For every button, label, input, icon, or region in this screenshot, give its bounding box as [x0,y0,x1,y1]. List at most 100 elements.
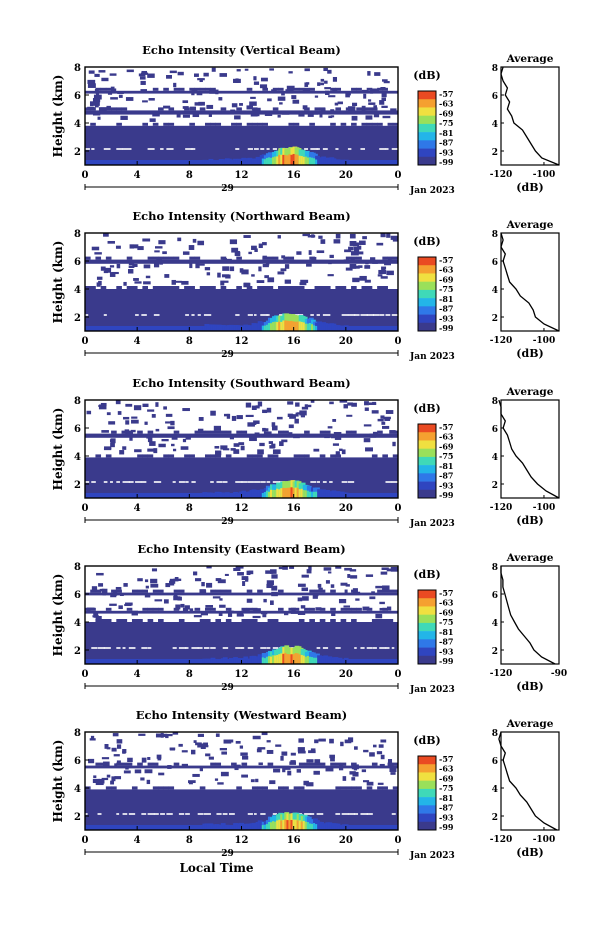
echo-cell [191,89,198,93]
echo-cell [112,733,119,737]
echo-cell [145,585,149,589]
colorbar-tick-label: -99 [439,323,454,333]
y-axis-title: Height (km) [51,408,65,491]
echo-gap [391,813,396,815]
colorbar-swatch [418,481,436,491]
echo-cell [177,596,181,601]
echo-cell [257,786,263,790]
echo-cell [131,419,139,424]
echo-cell [366,122,373,126]
x-tick-label: 8 [186,336,193,347]
echo-cell [350,259,355,263]
echo-cell [368,99,372,102]
echo-cell [246,87,253,91]
echo-cell [316,250,325,254]
echo-cell [352,102,358,107]
colorbar-tick-label: -69 [439,274,454,284]
echo-cell [101,777,109,781]
echo-gap [103,148,111,150]
echo-cell [351,286,357,289]
panel-title: Echo Intensity (Eastward Beam) [137,542,345,556]
average-title: Average [506,386,554,398]
echo-cell [276,416,283,420]
echo-cell [217,272,221,278]
colorbar-unit: (dB) [413,69,440,82]
echo-cell [380,571,388,575]
echo-cell [377,122,383,126]
echo-cell [329,254,334,259]
echo-cell [386,606,392,611]
echo-cell [118,605,123,610]
echo-gap [241,647,245,649]
echo-cell [386,233,391,238]
echo-cell [382,79,388,82]
echo-cell [226,258,232,262]
echo-cell [279,441,284,447]
echo-cell [335,454,342,458]
echo-cell [319,430,326,434]
colorbar-tick-label: -99 [439,490,454,500]
echo-cell [150,583,159,588]
echo-cell [161,439,169,442]
echo-cell [168,286,175,289]
echo-gap [122,647,126,649]
echo-cell [241,576,249,581]
echo-gap [128,481,134,483]
echo-cell [189,106,197,111]
echo-cell [315,607,322,611]
echo-cell [274,434,281,438]
echo-cell [225,430,232,434]
echo-gap [247,813,253,815]
echo-cell [373,105,377,110]
echo-cell [182,438,187,443]
echo-cell [233,567,241,572]
echo-cell [317,82,321,86]
echo-cell [323,67,328,72]
colorbar-swatch [418,107,436,116]
echo-cell [283,256,289,260]
average-y-tick-label: 2 [492,314,498,324]
echo-cell [230,109,236,114]
x-tick-label: 20 [339,835,353,846]
echo-cell [340,122,347,126]
average-y-tick-label: 8 [492,397,498,407]
echo-cell [147,73,155,78]
echo-cell [95,589,102,593]
echo-cell [277,96,286,101]
echo-cell [110,594,117,598]
echo-cell [278,566,286,570]
echo-cell [378,269,387,275]
echo-cell [147,437,153,443]
echo-cell [119,450,125,455]
echo-cell [268,441,273,444]
echo-gap [310,148,318,150]
echo-cell [257,449,264,455]
average-frame [500,232,560,332]
echo-cell [144,579,149,583]
echo-cell [275,744,282,747]
echo-cell [164,274,170,278]
echo-cell [117,91,124,94]
echo-cell [264,275,269,279]
echo-cell [283,612,289,616]
echo-cell [114,776,122,780]
echo-cell [324,435,330,439]
echo-cell [115,586,122,590]
echo-cell [246,105,253,110]
echo-cell [142,607,148,611]
echo-cell [95,256,102,260]
echo-cell [229,239,238,245]
echo-cell [304,68,310,72]
y-tick-label: 2 [74,313,81,324]
echo-cell [103,761,110,767]
echo-cell [347,574,351,578]
echo-cell [356,607,362,611]
echo-cell [165,413,173,417]
echo-cell [249,101,257,106]
echo-cell [133,278,139,281]
colorbar-tick-label: -93 [439,812,454,822]
echo-cell [251,405,257,410]
echo-cell [172,448,177,452]
echo-cell [178,589,185,593]
echo-cell [382,115,391,119]
